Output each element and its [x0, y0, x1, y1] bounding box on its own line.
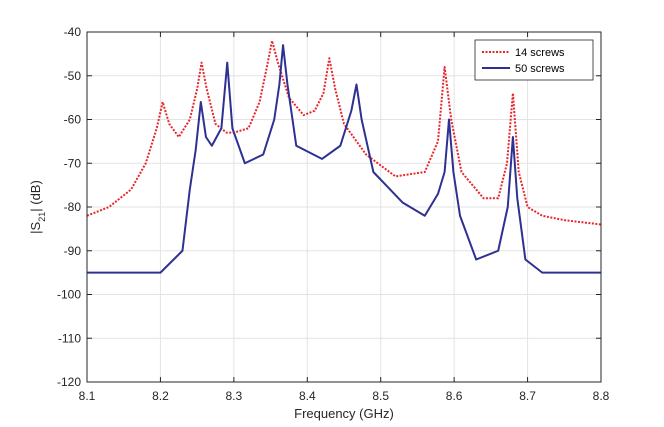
x-tick-label: 8.5: [372, 389, 389, 403]
y-tick-label: -110: [58, 331, 81, 345]
x-tick-label: 8.7: [519, 389, 536, 403]
y-tick-label: -120: [57, 375, 81, 389]
legend-label-50-screws: 50 screws: [515, 63, 565, 75]
x-tick-label: 8.6: [446, 389, 463, 403]
series-group: [86, 39, 602, 274]
x-tick-label: 8.8: [593, 389, 610, 403]
x-tick-label: 8.1: [79, 389, 96, 403]
y-axis-label-sub: 21: [37, 212, 47, 222]
y-tick-label: -70: [64, 156, 82, 170]
x-axis-label: Frequency (GHz): [294, 406, 394, 421]
y-tick-label: -60: [64, 113, 82, 127]
y-axis-label: |S21| (dB): [28, 180, 47, 234]
y-axis-label-post: | (dB): [28, 180, 43, 212]
x-tick-label: 8.2: [152, 389, 169, 403]
x-tick-label: 8.3: [226, 389, 243, 403]
y-tick-label: -50: [64, 69, 82, 83]
ticks: 8.1 8.2 8.3 8.4 8.5 8.6 8.7 8.8 -120 -110 -100 -90 -…: [57, 25, 610, 403]
x-tick-label: 8.4: [299, 389, 316, 403]
y-tick-label: -80: [64, 200, 82, 214]
y-tick-label: -40: [64, 25, 82, 39]
legend-label-14-screws: 14 screws: [515, 47, 565, 59]
series-50-screws: [87, 44, 601, 274]
y-tick-label: -90: [64, 244, 82, 258]
series-14-screws: [86, 39, 602, 226]
legend-box: [474, 39, 594, 81]
y-tick-label: -100: [57, 288, 81, 302]
y-axis-label-pre: |S: [28, 221, 43, 233]
legend: 14 screws 50 screws: [474, 39, 594, 81]
